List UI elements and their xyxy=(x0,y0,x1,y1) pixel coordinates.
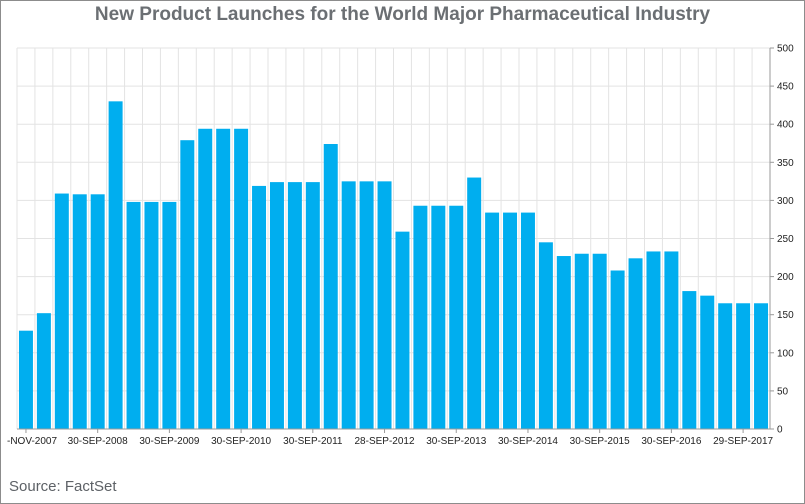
x-tick-label: 30-SEP-2015 xyxy=(570,436,630,447)
chart-title: New Product Launches for the World Major… xyxy=(94,4,711,25)
bar xyxy=(108,101,123,429)
y-axis-tick-labels: 0 50 100 150 200 250 300 350 400 450 500 xyxy=(777,44,794,436)
x-tick-label: 30-SEP-2016 xyxy=(641,436,701,447)
bar xyxy=(341,181,356,429)
y-tick-label: 400 xyxy=(777,120,794,131)
bar xyxy=(359,181,374,429)
bar xyxy=(718,303,733,429)
x-tick-label: 30-SEP-2008 xyxy=(68,436,128,447)
bar xyxy=(54,193,69,429)
y-tick-label: 0 xyxy=(777,425,783,436)
y-tick-label: 500 xyxy=(777,44,794,55)
bar xyxy=(574,253,589,429)
bar xyxy=(592,253,607,429)
bar xyxy=(467,177,482,429)
x-tick-label: 30-SEP-2010 xyxy=(211,436,271,447)
y-tick-label: 200 xyxy=(777,272,794,283)
x-tick-label: -NOV-2007 xyxy=(7,436,57,447)
bar xyxy=(556,256,571,429)
bar xyxy=(682,291,697,429)
x-tick-label: 28-SEP-2012 xyxy=(355,436,415,447)
bar xyxy=(395,231,410,429)
bar xyxy=(234,128,249,429)
bar xyxy=(36,313,51,429)
bar xyxy=(72,194,87,429)
bar xyxy=(664,251,679,429)
bar xyxy=(18,330,33,429)
y-tick-label: 150 xyxy=(777,310,794,321)
bar xyxy=(485,212,500,429)
bar xyxy=(180,140,195,429)
y-tick-label: 100 xyxy=(777,348,794,359)
bar xyxy=(736,303,751,429)
x-tick-label: 30-SEP-2013 xyxy=(426,436,486,447)
bar xyxy=(520,212,535,429)
bar xyxy=(216,128,231,429)
bar xyxy=(126,201,141,429)
bar xyxy=(754,303,769,429)
bar xyxy=(538,242,553,429)
bars xyxy=(18,101,769,429)
x-tick-label: 30-SEP-2014 xyxy=(498,436,558,447)
x-tick-label: 30-SEP-2009 xyxy=(139,436,199,447)
bar xyxy=(646,251,661,429)
y-tick-label: 50 xyxy=(777,386,789,397)
source-note: Source: FactSet xyxy=(9,478,117,495)
bar xyxy=(323,144,338,429)
x-tick-label: 30-SEP-2011 xyxy=(283,436,343,447)
bar xyxy=(162,201,177,429)
bar xyxy=(628,258,643,429)
axes xyxy=(17,47,774,433)
bar xyxy=(198,128,213,429)
y-tick-label: 450 xyxy=(777,82,794,93)
y-tick-label: 250 xyxy=(777,234,794,245)
bar xyxy=(305,182,320,429)
bar xyxy=(377,181,392,429)
bar xyxy=(503,212,518,429)
grid-lines xyxy=(16,47,771,430)
bar xyxy=(413,205,428,429)
bar xyxy=(700,295,715,429)
bar xyxy=(610,270,625,429)
x-axis-tick-labels: -NOV-2007 30-SEP-2008 30-SEP-2009 30-SEP-20… xyxy=(7,436,774,447)
bar xyxy=(287,182,302,429)
bar xyxy=(431,205,446,429)
bar xyxy=(269,182,284,429)
bar xyxy=(449,205,464,429)
bar xyxy=(144,201,159,429)
y-tick-label: 300 xyxy=(777,196,794,207)
y-tick-label: 350 xyxy=(777,158,794,169)
bar xyxy=(90,194,105,429)
x-tick-label: 29-SEP-2017 xyxy=(713,436,773,447)
bar xyxy=(252,185,267,429)
